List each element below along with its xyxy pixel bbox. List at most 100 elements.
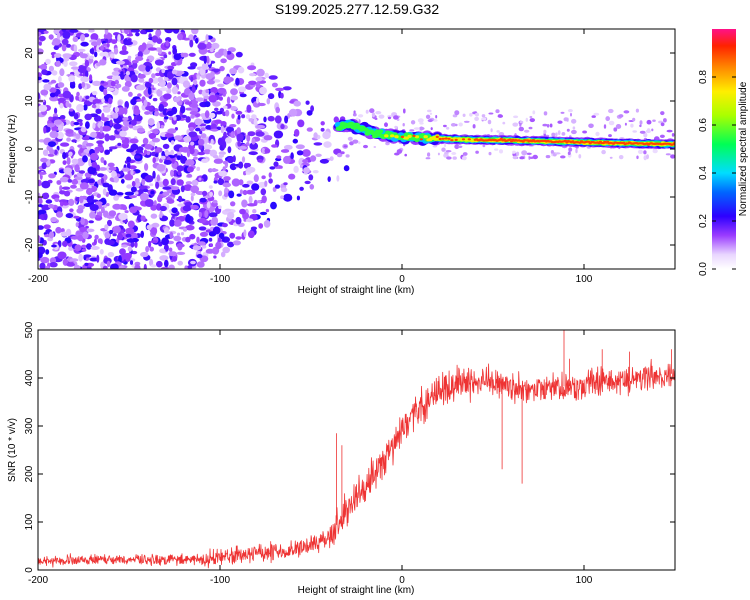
heatmap-cell	[94, 146, 104, 152]
heatmap-cell	[159, 255, 169, 261]
heatmap-cell	[516, 151, 520, 156]
heatmap-cell	[119, 130, 127, 138]
heatmap-cell	[217, 87, 227, 94]
heatmap-cell	[89, 257, 99, 262]
heatmap-cell	[104, 29, 109, 35]
heatmap-cell	[79, 195, 84, 204]
heatmap-cell	[217, 237, 221, 243]
heatmap-cell	[177, 91, 181, 95]
heatmap-cell	[446, 156, 452, 160]
heatmap-cell	[38, 31, 42, 37]
heatmap-cell	[646, 119, 652, 125]
heatmap-cell	[252, 101, 261, 108]
heatmap-cell	[645, 129, 651, 134]
heatmap-cell	[148, 77, 154, 84]
heatmap-cell	[132, 61, 138, 69]
heatmap-cell	[229, 163, 237, 171]
heatmap-cell	[149, 183, 154, 187]
heatmap-cell	[100, 80, 105, 84]
heatmap-cell	[78, 170, 86, 174]
heatmap-cell	[212, 199, 218, 204]
heatmap-cell	[161, 150, 166, 158]
heatmap-cell	[427, 152, 431, 157]
heatmap-cell	[217, 178, 225, 186]
heatmap-cell	[92, 99, 102, 104]
heatmap-cell	[652, 148, 658, 154]
heatmap-cell	[630, 123, 634, 128]
heatmap-cell	[352, 113, 357, 117]
heatmap-cell	[206, 201, 211, 209]
heatmap-cell	[635, 108, 640, 113]
heatmap-cell	[444, 151, 449, 155]
heatmap-cell	[100, 117, 109, 122]
bottom-plot-frame	[37, 329, 676, 571]
heatmap-cell	[134, 264, 141, 269]
heatmap-cell	[41, 192, 50, 200]
heatmap-cell	[188, 52, 196, 57]
heatmap-cell	[130, 74, 138, 83]
heatmap-cell	[413, 127, 420, 130]
heatmap-cell	[91, 104, 97, 109]
heatmap-cell	[283, 182, 288, 186]
heatmap-cell	[185, 107, 192, 111]
heatmap-cell	[487, 119, 492, 125]
heatmap-cell	[82, 231, 89, 240]
x-tick-label: -100	[210, 575, 230, 586]
heatmap-cell	[632, 117, 636, 122]
heatmap-cell	[528, 126, 533, 130]
heatmap-cell	[195, 37, 199, 44]
heatmap-cell	[38, 235, 41, 243]
heatmap-cell	[125, 227, 135, 235]
heatmap-cell	[189, 233, 196, 240]
heatmap-cell	[54, 197, 60, 202]
heatmap-cell	[71, 66, 79, 70]
heatmap-cell	[137, 51, 143, 58]
heatmap-cell	[146, 150, 151, 156]
heatmap-cell	[194, 118, 203, 126]
heatmap-cell	[239, 93, 247, 98]
heatmap-cell	[40, 157, 48, 163]
heatmap-cell	[280, 195, 284, 199]
heatmap-cell	[593, 112, 600, 116]
heatmap-cell	[255, 76, 263, 82]
heatmap-cell	[88, 158, 92, 167]
heatmap-cell	[670, 154, 675, 159]
heatmap-cell	[632, 130, 637, 133]
heatmap-cell	[454, 110, 460, 116]
heatmap-cell	[155, 181, 160, 189]
heatmap-cell	[92, 90, 98, 96]
heatmap-cell	[231, 178, 241, 187]
heatmap-cell	[99, 59, 107, 66]
heatmap-cell	[148, 132, 157, 140]
heatmap-cell	[299, 186, 304, 191]
heatmap-cell	[152, 128, 160, 135]
heatmap-cell	[253, 174, 259, 183]
heatmap-cell	[283, 144, 293, 150]
heatmap-cell	[256, 68, 265, 77]
heatmap-cell	[613, 127, 618, 132]
heatmap-cell	[137, 73, 146, 79]
heatmap-cell	[77, 234, 84, 242]
heatmap-cell	[178, 195, 183, 203]
heatmap-cell	[75, 187, 84, 192]
heatmap-cell	[199, 130, 203, 135]
heatmap-cell	[222, 166, 226, 172]
heatmap-cell	[264, 72, 269, 79]
heatmap-cell	[512, 150, 516, 154]
heatmap-cell	[251, 114, 257, 120]
heatmap-cell	[208, 237, 213, 242]
heatmap-cell	[63, 60, 68, 67]
heatmap-cell	[138, 77, 145, 83]
heatmap-cell	[259, 211, 268, 216]
heatmap-cell	[89, 55, 94, 60]
heatmap-cell	[557, 120, 563, 124]
heatmap-cell	[429, 112, 433, 116]
heatmap-cell	[302, 149, 311, 157]
heatmap-cell	[66, 137, 71, 142]
heatmap-cell	[112, 74, 121, 81]
heatmap-cell	[249, 73, 256, 77]
heatmap-cell	[282, 86, 292, 91]
heatmap-cell	[103, 88, 108, 96]
heatmap-cell	[663, 118, 667, 123]
heatmap-cell	[79, 53, 88, 59]
